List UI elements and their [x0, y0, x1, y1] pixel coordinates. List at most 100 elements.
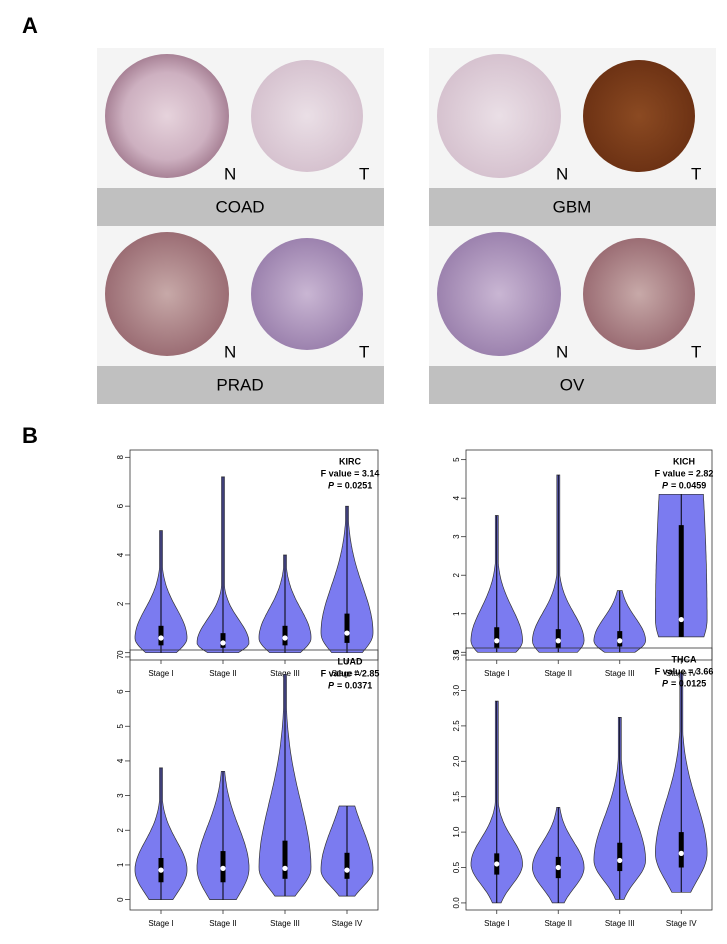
median: [555, 638, 561, 644]
y-tick-label: 3.5: [452, 649, 461, 661]
tissue-core: [105, 232, 229, 356]
y-tick-label: 2: [452, 572, 461, 577]
median: [555, 864, 561, 871]
annotation: F value = 3.66: [655, 666, 714, 676]
y-tick-label: 0: [452, 650, 461, 655]
normal-label: N: [556, 342, 568, 361]
iqr-box: [344, 613, 350, 643]
iqr-box: [344, 852, 350, 879]
plot-title: KIRC: [339, 456, 361, 466]
x-tick-label: Stage IV: [332, 669, 363, 678]
annotation: F value = 3.14: [321, 468, 380, 478]
median: [344, 630, 350, 636]
y-tick-label: 0: [116, 897, 125, 902]
x-tick-label: Stage III: [270, 669, 300, 678]
sample-name: GBM: [553, 197, 592, 216]
median: [617, 857, 623, 864]
normal-label: N: [224, 342, 236, 361]
median: [344, 867, 350, 873]
median: [282, 865, 288, 872]
tissue-core: [437, 232, 561, 356]
label-bar: [97, 366, 384, 404]
y-tick-label: 7: [116, 654, 125, 659]
x-tick-label: Stage III: [270, 919, 300, 928]
plot-frame: [129, 649, 379, 911]
y-tick-label: 2.0: [452, 755, 461, 767]
label-bar: [97, 188, 384, 226]
median: [494, 861, 500, 867]
tumor-label: T: [359, 164, 369, 183]
x-tick-label: Stage I: [148, 919, 173, 928]
x-tick-label: Stage I: [148, 669, 173, 678]
plot-title: LUAD: [338, 656, 363, 666]
y-tick-label: 2.5: [452, 720, 461, 732]
panel-label: A: [22, 13, 38, 38]
tumor-label: T: [691, 164, 701, 183]
x-tick-label: Stage I: [484, 919, 509, 928]
sample-name: PRAD: [216, 375, 263, 394]
y-tick-label: 5: [116, 723, 125, 728]
tissue-core: [105, 54, 229, 178]
y-tick-label: 3: [452, 534, 461, 539]
iqr-box: [678, 832, 684, 868]
median: [220, 865, 226, 872]
p-value: = 0.0459: [671, 480, 706, 490]
median: [494, 638, 500, 644]
x-tick-label: Stage II: [544, 919, 572, 928]
tissue-core: [251, 60, 363, 172]
x-tick-label: Stage I: [484, 669, 509, 678]
p-symbol: P: [662, 678, 669, 688]
y-tick-label: 3.0: [452, 684, 461, 696]
y-tick-label: 1.5: [452, 791, 461, 803]
tissue-core: [583, 238, 695, 350]
tissue-core: [437, 54, 561, 178]
tumor-label: T: [359, 342, 369, 361]
p-value: = 0.0125: [671, 678, 706, 688]
x-tick-label: Stage III: [605, 669, 635, 678]
y-tick-label: 2: [116, 827, 125, 832]
annotation: F value = 2.82: [655, 468, 714, 478]
plot-frame: [465, 647, 713, 911]
y-tick-label: 2: [116, 601, 125, 606]
tumor-label: T: [691, 342, 701, 361]
median: [158, 867, 164, 873]
p-symbol: P: [328, 480, 335, 490]
x-tick-label: Stage II: [209, 919, 237, 928]
y-tick-label: 8: [116, 455, 125, 460]
iqr-box: [282, 840, 288, 879]
plot-title: KICH: [673, 456, 695, 466]
y-tick-label: 4: [452, 495, 461, 500]
y-tick-label: 1.0: [452, 826, 461, 838]
p-symbol: P: [328, 680, 335, 690]
x-tick-label: Stage III: [605, 919, 635, 928]
p-symbol: P: [662, 480, 669, 490]
y-tick-label: 4: [116, 552, 125, 557]
median: [158, 635, 164, 641]
normal-label: N: [556, 164, 568, 183]
annotation: F value = 2.85: [321, 668, 380, 678]
plot-title: THCA: [672, 654, 697, 664]
y-tick-label: 5: [452, 457, 461, 462]
label-bar: [429, 366, 716, 404]
iqr-box: [617, 842, 623, 872]
median: [678, 616, 684, 623]
y-tick-label: 1: [116, 862, 125, 867]
y-tick-label: 6: [116, 689, 125, 694]
y-tick-label: 6: [116, 503, 125, 508]
sample-name: OV: [560, 375, 585, 394]
x-tick-label: Stage II: [209, 669, 237, 678]
x-tick-label: Stage II: [544, 669, 572, 678]
median: [282, 635, 288, 641]
iqr-box: [678, 525, 684, 637]
tissue-core: [251, 238, 363, 350]
median: [678, 850, 684, 856]
p-value: = 0.0371: [337, 680, 372, 690]
x-tick-label: Stage IV: [332, 919, 363, 928]
sample-name: COAD: [215, 197, 264, 216]
p-value: = 0.0251: [337, 480, 372, 490]
iqr-box: [494, 627, 500, 649]
tissue-core: [583, 60, 695, 172]
label-bar: [429, 188, 716, 226]
panel-label: B: [22, 423, 38, 448]
